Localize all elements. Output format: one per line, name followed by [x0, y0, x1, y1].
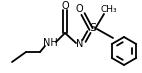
Text: S: S [89, 23, 97, 33]
Text: NH: NH [43, 38, 57, 48]
Text: CH₃: CH₃ [101, 5, 117, 14]
Text: N: N [76, 39, 84, 49]
Text: O: O [61, 1, 69, 11]
Text: O: O [75, 4, 83, 14]
